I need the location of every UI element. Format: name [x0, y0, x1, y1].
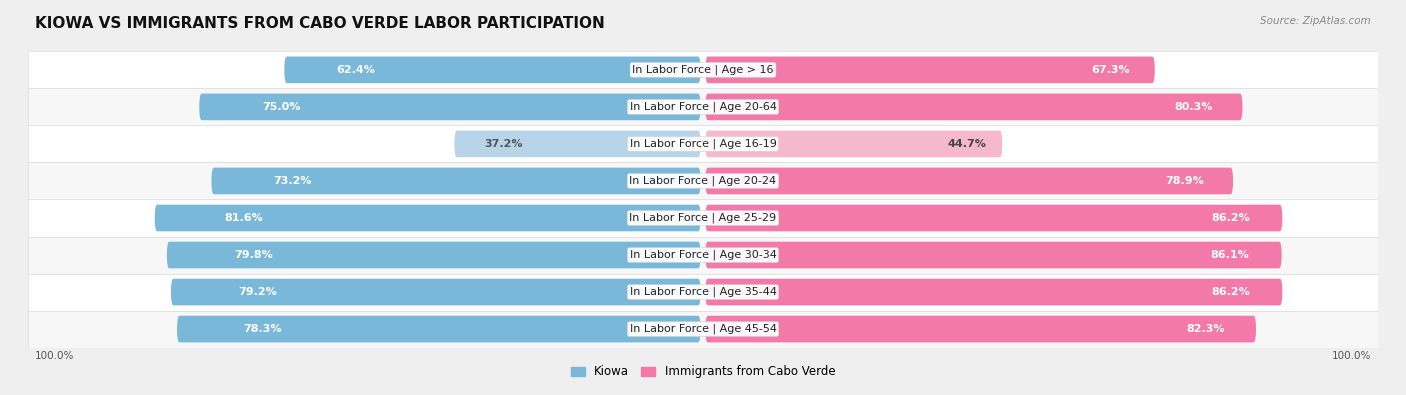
- FancyBboxPatch shape: [706, 94, 1243, 120]
- FancyBboxPatch shape: [211, 167, 700, 194]
- Bar: [28, 237, 1378, 273]
- Text: KIOWA VS IMMIGRANTS FROM CABO VERDE LABOR PARTICIPATION: KIOWA VS IMMIGRANTS FROM CABO VERDE LABO…: [35, 16, 605, 31]
- FancyBboxPatch shape: [200, 94, 700, 120]
- Text: 86.1%: 86.1%: [1211, 250, 1249, 260]
- Bar: [28, 51, 1378, 88]
- Text: In Labor Force | Age 20-24: In Labor Force | Age 20-24: [630, 176, 776, 186]
- FancyBboxPatch shape: [706, 205, 1282, 231]
- Text: In Labor Force | Age > 16: In Labor Force | Age > 16: [633, 65, 773, 75]
- Bar: [28, 273, 1378, 310]
- Text: 86.2%: 86.2%: [1211, 213, 1250, 223]
- Bar: [28, 162, 1378, 199]
- Text: 82.3%: 82.3%: [1187, 324, 1225, 334]
- FancyBboxPatch shape: [706, 279, 1282, 305]
- Text: 80.3%: 80.3%: [1174, 102, 1212, 112]
- FancyBboxPatch shape: [177, 316, 700, 342]
- Text: 79.8%: 79.8%: [235, 250, 273, 260]
- FancyBboxPatch shape: [155, 205, 700, 231]
- Text: 78.9%: 78.9%: [1164, 176, 1204, 186]
- Text: 67.3%: 67.3%: [1091, 65, 1130, 75]
- FancyBboxPatch shape: [172, 279, 700, 305]
- Text: In Labor Force | Age 20-64: In Labor Force | Age 20-64: [630, 102, 776, 112]
- Bar: [28, 310, 1378, 348]
- FancyBboxPatch shape: [706, 242, 1282, 268]
- FancyBboxPatch shape: [454, 131, 700, 157]
- Text: 75.0%: 75.0%: [263, 102, 301, 112]
- Text: In Labor Force | Age 35-44: In Labor Force | Age 35-44: [630, 287, 776, 297]
- Text: 44.7%: 44.7%: [948, 139, 987, 149]
- Text: 62.4%: 62.4%: [336, 65, 375, 75]
- Text: In Labor Force | Age 25-29: In Labor Force | Age 25-29: [630, 213, 776, 223]
- FancyBboxPatch shape: [706, 316, 1256, 342]
- Text: 81.6%: 81.6%: [224, 213, 263, 223]
- Legend: Kiowa, Immigrants from Cabo Verde: Kiowa, Immigrants from Cabo Verde: [567, 361, 839, 383]
- Text: Source: ZipAtlas.com: Source: ZipAtlas.com: [1260, 16, 1371, 26]
- Text: 37.2%: 37.2%: [485, 139, 523, 149]
- Text: In Labor Force | Age 45-54: In Labor Force | Age 45-54: [630, 324, 776, 334]
- Text: In Labor Force | Age 30-34: In Labor Force | Age 30-34: [630, 250, 776, 260]
- FancyBboxPatch shape: [284, 56, 700, 83]
- Text: 79.2%: 79.2%: [238, 287, 277, 297]
- FancyBboxPatch shape: [706, 56, 1154, 83]
- Text: 100.0%: 100.0%: [1331, 351, 1371, 361]
- Text: 78.3%: 78.3%: [243, 324, 281, 334]
- Bar: [28, 199, 1378, 237]
- Text: In Labor Force | Age 16-19: In Labor Force | Age 16-19: [630, 139, 776, 149]
- Text: 73.2%: 73.2%: [273, 176, 312, 186]
- Bar: [28, 88, 1378, 126]
- FancyBboxPatch shape: [706, 167, 1233, 194]
- Bar: [28, 126, 1378, 162]
- Text: 86.2%: 86.2%: [1211, 287, 1250, 297]
- FancyBboxPatch shape: [706, 131, 1002, 157]
- FancyBboxPatch shape: [167, 242, 700, 268]
- Text: 100.0%: 100.0%: [35, 351, 75, 361]
